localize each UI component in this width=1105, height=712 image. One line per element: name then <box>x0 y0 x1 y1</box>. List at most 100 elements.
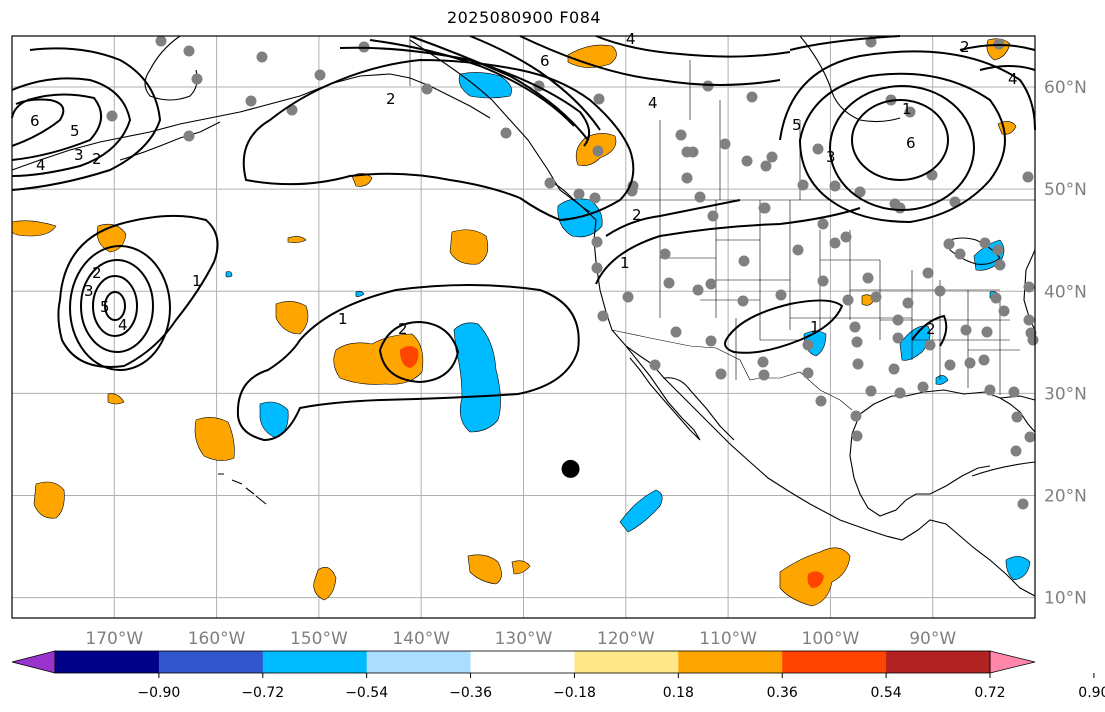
observation-point <box>589 192 601 204</box>
contour-labels: 6 4 2 6 5 4 3 2 1 2 3 4 5 1 2 1 6 5 4 3 … <box>30 30 1018 338</box>
observation-point <box>964 357 976 369</box>
longitude-tick-label: 170°W <box>85 629 143 649</box>
contour-line <box>92 275 138 337</box>
observation-point <box>979 237 991 249</box>
observation-point <box>894 202 906 214</box>
contour-label: 1 <box>192 272 202 290</box>
contour-label: 1 <box>620 254 630 272</box>
station-marker <box>561 459 580 478</box>
colorbar-segment <box>366 651 472 673</box>
observation-point <box>715 368 727 380</box>
contour-label: 6 <box>540 52 550 70</box>
canada-provinces <box>659 60 801 200</box>
observation-point <box>1008 386 1020 398</box>
contour-line <box>959 44 1036 51</box>
latitude-tick-label: 10°N <box>1044 589 1087 609</box>
observation-point <box>702 80 714 92</box>
colorbar-extend-high <box>989 650 1036 674</box>
gulf-of-california-coastline <box>663 377 735 441</box>
observation-point <box>894 387 906 399</box>
us-mexico-border <box>611 329 853 411</box>
observation-point <box>760 160 772 172</box>
contour-line <box>469 35 601 131</box>
strong-positive-anomaly-region <box>400 346 419 368</box>
observation-point <box>998 305 1010 317</box>
observation-point <box>591 262 603 274</box>
contour-label: 1 <box>902 100 912 118</box>
observation-point <box>675 129 687 141</box>
observation-point <box>741 155 753 167</box>
contour-label: 4 <box>118 316 128 334</box>
contour-label: 3 <box>826 148 836 166</box>
observation-point <box>842 294 854 306</box>
colorbar-tick-label: 0.72 <box>974 685 1005 701</box>
negative-anomaly-region <box>225 271 233 278</box>
observation-point <box>707 210 719 222</box>
colorbar-tick-label: 0.90 <box>1078 685 1105 701</box>
contour-label: 4 <box>1008 70 1018 88</box>
contour-line <box>779 50 1036 141</box>
positive-anomaly-region <box>467 554 502 585</box>
observation-point <box>922 267 934 279</box>
contour-label: 3 <box>84 282 94 300</box>
longitude-tick-label: 120°W <box>597 629 655 649</box>
observation-point <box>978 354 990 366</box>
alaska-peninsula-coastline <box>119 121 221 161</box>
observation-point <box>155 35 167 47</box>
contour-label: 3 <box>74 146 84 164</box>
observation-point <box>892 332 904 344</box>
observation-point <box>994 259 1006 271</box>
map-frame <box>11 35 1036 619</box>
observation-point <box>984 384 996 396</box>
observation-point <box>705 335 717 347</box>
colorbar-segment <box>886 651 991 673</box>
observation-point <box>954 248 966 260</box>
positive-anomaly-region <box>275 301 309 335</box>
observation-point <box>314 69 326 81</box>
observation-point <box>746 91 758 103</box>
colorbar-segment <box>158 651 264 673</box>
observation-point <box>862 272 874 284</box>
observation-point <box>812 143 824 155</box>
observation-point <box>1010 445 1022 457</box>
colorbar-segment <box>574 651 679 673</box>
negative-anomaly-regions <box>225 72 1031 581</box>
observation-point <box>591 236 603 248</box>
contour-line <box>242 58 635 222</box>
observation-point <box>687 146 699 158</box>
hudson-bay-coastline <box>799 35 901 123</box>
latitude-tick-label: 50°N <box>1044 180 1087 200</box>
contour-label: 5 <box>792 116 802 134</box>
observation-point <box>840 231 852 243</box>
observation-point <box>1011 411 1023 423</box>
gulf-of-mexico-coastline <box>849 389 1036 517</box>
observation-point <box>815 395 827 407</box>
contour-label: 2 <box>386 90 396 108</box>
observation-point <box>649 359 661 371</box>
colorbar-tick-label: 0.36 <box>767 685 798 701</box>
positive-anomaly-region <box>313 567 337 601</box>
negative-anomaly-region <box>355 291 365 297</box>
colorbar-tick-label: 0.54 <box>871 685 902 701</box>
observation-point <box>949 196 961 208</box>
observation-point <box>622 291 634 303</box>
observation-point <box>924 339 936 351</box>
contour-label: 2 <box>398 320 408 338</box>
contour-line <box>605 199 741 237</box>
observation-points <box>106 35 1039 510</box>
florida-coastline <box>999 397 1036 433</box>
observation-point <box>592 145 604 157</box>
observation-point <box>981 326 993 338</box>
contour-line <box>519 35 781 86</box>
latitude-tick-label: 60°N <box>1044 78 1087 98</box>
observation-point <box>719 138 731 150</box>
alaska-west-coastline <box>144 35 198 101</box>
contour-label: 2 <box>960 38 970 56</box>
contour-label: 6 <box>906 134 916 152</box>
hawaii-islands <box>218 473 267 505</box>
contour-line <box>829 85 975 211</box>
observation-point <box>792 244 804 256</box>
colorbar-tick-label: −0.72 <box>241 685 284 701</box>
observation-point <box>758 202 770 214</box>
colorbar-tick-label: 0.18 <box>663 685 694 701</box>
